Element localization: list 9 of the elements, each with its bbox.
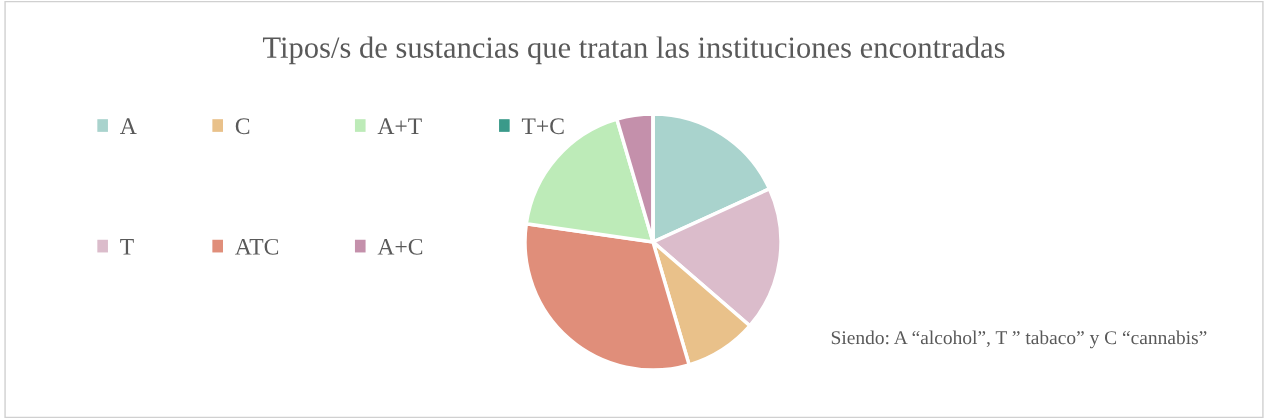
legend-label: T+C [521,118,564,135]
legend-label: A [119,118,137,134]
chart-title: Tipos/s de sustancias que tratan las instituciones encontradas [262,36,1005,65]
legend-label: ATC [235,238,279,255]
legend-label: A+T [377,118,422,134]
legend-label: C [235,118,250,135]
legend-label: T [120,239,134,255]
legend-label: A+C [377,238,423,255]
text: Siendo: A “alcohol”, T ” tabaco” y C “cannabis” [831,330,1207,349]
